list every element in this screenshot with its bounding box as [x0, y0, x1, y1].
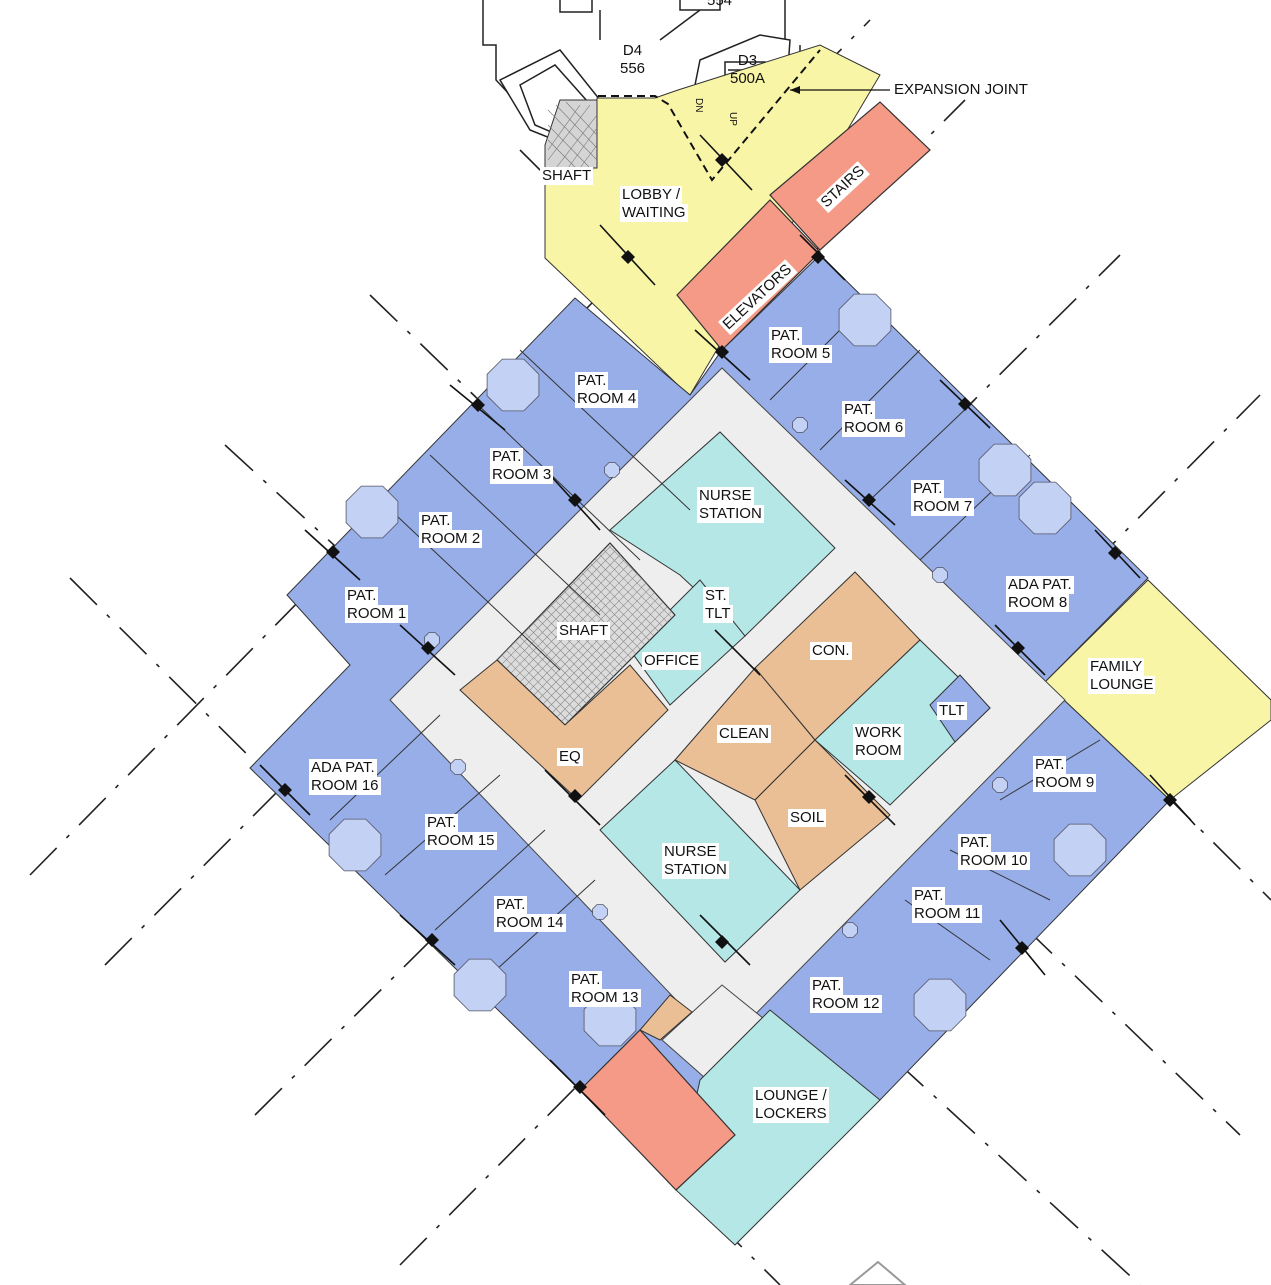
soil-label: SOIL [788, 809, 827, 827]
expansion-joint-label: EXPANSION JOINT [894, 81, 1028, 98]
fixture [328, 818, 382, 872]
stair-dn-label: DN [693, 98, 704, 113]
patient-room-15-label: PAT. ROOM 15 [425, 814, 497, 850]
patient-room-4-label: PAT. ROOM 4 [575, 372, 639, 408]
patient-room-12-label: PAT. ROOM 12 [810, 977, 882, 1013]
column-marker [573, 1080, 587, 1094]
existing-room-554: 554 [707, 0, 733, 9]
family-lounge [1044, 579, 1271, 801]
column-marker [1163, 793, 1177, 807]
tlt-label: TLT [937, 702, 967, 720]
column-marker [862, 790, 876, 804]
fixture [1053, 823, 1107, 877]
column-marker [421, 641, 435, 655]
fixture [604, 462, 620, 478]
column-ticks [259, 134, 1196, 1116]
column-marker [568, 493, 582, 507]
fixture [486, 358, 540, 412]
fixture [792, 417, 808, 433]
fixture [1018, 481, 1072, 535]
column-marker [471, 398, 485, 412]
patient-room-2-label: PAT. ROOM 2 [419, 512, 483, 548]
shaft-top-label: SHAFT [540, 167, 594, 185]
patient-room-8-label: ADA PAT. ROOM 8 [1006, 576, 1074, 612]
stair-up-label: UP [727, 112, 738, 126]
expansion-joint-arrow [790, 86, 800, 94]
column-marker [326, 545, 340, 559]
patient-room-11-label: PAT. ROOM 11 [912, 887, 983, 923]
patient-room-9-label: PAT. ROOM 9 [1033, 756, 1097, 792]
fixture [842, 922, 858, 938]
column-marker [862, 493, 876, 507]
patient-room-7-label: PAT. ROOM 7 [911, 480, 975, 516]
nurse-station-top [609, 431, 836, 637]
fixture [838, 293, 892, 347]
column-marker [1108, 546, 1122, 560]
office-label: OFFICE [642, 652, 701, 670]
column-marker [568, 789, 582, 803]
staff-toilet-label: ST. TLT [703, 587, 733, 623]
patient-room-6-label: PAT. ROOM 6 [842, 401, 906, 437]
small-support-room [639, 994, 693, 1041]
room-partitions [329, 299, 1101, 981]
column-marker [425, 933, 439, 947]
con-label: CON. [810, 642, 852, 660]
fixture [913, 978, 967, 1032]
clean-label: CLEAN [717, 725, 772, 743]
eq-label: EQ [557, 748, 583, 766]
fixture [592, 904, 608, 920]
fixture [345, 485, 399, 539]
column-marker [811, 250, 825, 264]
bottom-marker [848, 1260, 907, 1285]
door-d3-label: D3 500A [730, 52, 766, 87]
nurse-station-bottom-label: NURSE STATION [662, 843, 729, 879]
fixture [932, 567, 948, 583]
column-marker [715, 153, 729, 167]
stairs-south [579, 1029, 736, 1191]
expansion-joint-line [598, 49, 821, 182]
fixture [453, 958, 507, 1012]
work-room-label: WORK ROOM [853, 724, 904, 760]
family-lounge-label: FAMILY LOUNGE [1088, 658, 1156, 694]
shaft-center-label: SHAFT [557, 622, 611, 640]
shaft-top-hatch [547, 101, 598, 169]
room-fixtures [328, 293, 1107, 1047]
patient-room-13-label: PAT. ROOM 13 [569, 971, 641, 1007]
fixture [450, 759, 466, 775]
nurse-station-top-label: NURSE STATION [697, 487, 764, 523]
patient-room-1-label: PAT. ROOM 1 [345, 587, 409, 623]
patient-room-3-label: PAT. ROOM 3 [490, 448, 554, 484]
door-d4-label: D4 556 [620, 42, 646, 77]
column-marker [715, 345, 729, 359]
patient-room-14-label: PAT. ROOM 14 [494, 896, 566, 932]
lounge-lockers-label: LOUNGE / LOCKERS [753, 1087, 829, 1123]
patient-room-10-label: PAT. ROOM 10 [958, 834, 1030, 870]
column-marker [715, 935, 729, 949]
patient-room-5-label: PAT. ROOM 5 [769, 327, 833, 363]
patient-room-16-label: ADA PAT. ROOM 16 [309, 759, 381, 795]
fixture [978, 443, 1032, 497]
column-markers [278, 153, 1177, 1094]
fixture [992, 777, 1008, 793]
lobby-waiting-label: LOBBY / WAITING [620, 186, 688, 222]
